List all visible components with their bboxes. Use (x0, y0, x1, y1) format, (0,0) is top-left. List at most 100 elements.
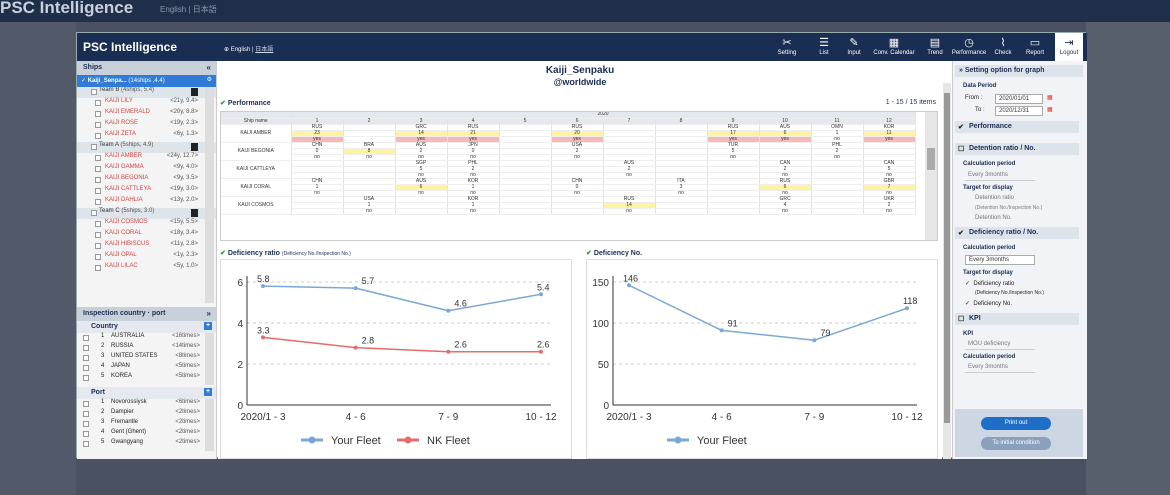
def-period-select[interactable]: Every 3months (965, 255, 1035, 265)
ship-checkbox[interactable] (95, 100, 101, 106)
item-checkbox[interactable] (83, 411, 89, 417)
nav-report[interactable]: ▭ Report (1021, 33, 1049, 61)
ship-row[interactable]: KAIJI CATTLEYA <19y, 3.0> (77, 186, 216, 197)
pin-icon[interactable] (191, 88, 198, 96)
ship-row[interactable]: KAIJI LILAC <5y, 1.0> (77, 263, 216, 274)
ship-checkbox[interactable] (95, 232, 101, 238)
gear-icon[interactable]: ⚙ (206, 77, 212, 83)
list-item[interactable]: 2 Dampier <2times> (77, 409, 216, 419)
ship-checkbox[interactable] (95, 221, 101, 227)
item-checkbox[interactable] (83, 431, 89, 437)
ship-checkbox[interactable] (95, 254, 101, 260)
team-checkbox[interactable] (91, 210, 97, 216)
ship-checkbox[interactable] (95, 265, 101, 271)
collapse-down-icon[interactable]: » (206, 309, 211, 318)
ship-checkbox[interactable] (95, 133, 101, 139)
team-checkbox[interactable] (91, 89, 97, 95)
nav-trend[interactable]: ▤ Trend (923, 33, 947, 61)
country-scrollbar[interactable] (205, 333, 214, 385)
team-row[interactable]: Team B (4ships, 5.4) (77, 87, 216, 98)
item-checkbox[interactable] (83, 401, 89, 407)
ship-row[interactable]: KAIJI EMERALD <20y, 8.8> (77, 109, 216, 120)
list-item[interactable]: 2 RUSSIA <14times> (77, 343, 216, 353)
from-date-input[interactable]: 2020/01/01 (995, 94, 1043, 104)
ship-row[interactable]: KAIJI OPAL <1y, 2.3> (77, 252, 216, 263)
calendar-icon[interactable]: ▦ (1047, 95, 1053, 101)
nav-logout[interactable]: ⇥ Logout (1055, 33, 1083, 61)
lang-english[interactable]: English (230, 47, 251, 53)
det-period-select[interactable]: Every 3months (965, 171, 1035, 181)
def-no-option[interactable]: ✓ Deficiency No. (965, 301, 1013, 307)
ship-checkbox[interactable] (95, 243, 101, 249)
list-item[interactable]: 1 Novorossiysk <6times> (77, 399, 216, 409)
list-item[interactable]: 4 JAPAN <5times> (77, 363, 216, 373)
list-item[interactable]: 3 UNITED STATES <8times> (77, 353, 216, 363)
item-checkbox[interactable] (83, 441, 89, 447)
item-checkbox[interactable] (83, 421, 89, 427)
list-item[interactable]: 1 AUSTRALIA <16times> (77, 333, 216, 343)
print-button[interactable]: Print out (981, 417, 1051, 430)
det-ratio-option[interactable]: Detention ratio (975, 195, 1015, 201)
kpi-option[interactable]: ☐ KPI (955, 313, 1079, 325)
team-row[interactable]: Team A (5ships, 4.9) (77, 142, 216, 153)
lang-japanese[interactable]: 日本語 (255, 47, 274, 53)
ship-cell[interactable]: KAIJI BEGONIA (221, 142, 292, 161)
ship-row[interactable]: KAIJI LILY <21y, 9.4> (77, 98, 216, 109)
det-no-option[interactable]: Detention No. (975, 215, 1012, 221)
ship-cell[interactable]: KAIJI CORAL (221, 178, 292, 197)
ship-checkbox[interactable] (95, 199, 101, 205)
nav-input[interactable]: ✎ Input (842, 33, 866, 61)
perf-scroll-thumb[interactable] (927, 148, 935, 170)
ship-row[interactable]: KAIJI COSMOS <15y, 5.5> (77, 219, 216, 230)
ship-cell[interactable]: KAIJI AMBER (221, 124, 292, 143)
ship-row[interactable]: KAIJI GAMMA <9y, 4.0> (77, 164, 216, 175)
nav-conv-calendar[interactable]: ▦ Conv. Calendar (870, 33, 918, 61)
ship-checkbox[interactable] (95, 177, 101, 183)
ship-list-scrollbar[interactable] (205, 87, 214, 303)
ship-cell[interactable]: KAIJI CATTLEYA (221, 160, 292, 179)
pin-icon[interactable] (191, 143, 198, 151)
nav-performance[interactable]: ◷ Performance (950, 33, 988, 61)
add-port-icon[interactable]: + (204, 388, 212, 396)
team-row[interactable]: Team C (5ships, 3.0) (77, 208, 216, 219)
ship-cell[interactable]: KAIJI COSMOS (221, 196, 292, 215)
port-scrollbar[interactable] (205, 399, 214, 451)
main-scroll-thumb[interactable] (944, 93, 950, 423)
expand-icon[interactable]: » (959, 67, 963, 74)
ship-row[interactable]: KAIJI CORAL <18y, 3.4> (77, 230, 216, 241)
nav-check[interactable]: ⌇ Check (990, 33, 1016, 61)
detention-option[interactable]: ☐ Detention ratio / No. (955, 143, 1079, 155)
team-checkbox[interactable] (91, 144, 97, 150)
selected-fleet[interactable]: ✓ Kaiji_Senpa... (14ships ,4.4) ⚙ (77, 75, 216, 87)
performance-option[interactable]: ✔ Performance (955, 121, 1079, 133)
ship-row[interactable]: KAIJI HIBISCUS <11y, 2.8> (77, 241, 216, 252)
nav-setting[interactable]: ✂ Setting (771, 33, 803, 61)
ship-row[interactable]: KAIJI ZETA <6y, 1.3> (77, 131, 216, 142)
item-checkbox[interactable] (83, 345, 89, 351)
item-checkbox[interactable] (83, 355, 89, 361)
kpi-period-select[interactable]: Every 3months (965, 363, 1035, 373)
list-item[interactable]: 5 KOREA <5times> (77, 373, 216, 383)
reset-button[interactable]: To initial condition (981, 437, 1051, 450)
ship-checkbox[interactable] (95, 122, 101, 128)
item-checkbox[interactable] (83, 335, 89, 341)
pin-icon[interactable] (191, 209, 198, 217)
list-item[interactable]: 4 Gent (Ghent) <2times> (77, 429, 216, 439)
kpi-select[interactable]: MOU deficiency (965, 340, 1035, 350)
ship-row[interactable]: KAIJI DAHLIA <13y, 2.0> (77, 197, 216, 208)
add-country-icon[interactable]: + (204, 322, 212, 330)
item-checkbox[interactable] (83, 375, 89, 381)
collapse-icon[interactable]: « (206, 63, 211, 72)
perf-scrollbar[interactable] (925, 112, 937, 240)
ship-checkbox[interactable] (95, 188, 101, 194)
ship-row[interactable]: KAIJI ROSE <19y, 2.3> (77, 120, 216, 131)
list-item[interactable]: 3 Fremantle <2times> (77, 419, 216, 429)
def-ratio-option[interactable]: ✓ Deficiency ratio (965, 281, 1015, 287)
deficiency-option[interactable]: ✔ Deficiency ratio / No. (955, 227, 1079, 239)
main-scrollbar[interactable] (943, 83, 951, 459)
ship-checkbox[interactable] (95, 111, 101, 117)
list-item[interactable]: 5 Gwangyang <2times> (77, 439, 216, 449)
ship-checkbox[interactable] (95, 155, 101, 161)
nav-list[interactable]: ☰ List (810, 33, 838, 61)
ship-checkbox[interactable] (95, 166, 101, 172)
